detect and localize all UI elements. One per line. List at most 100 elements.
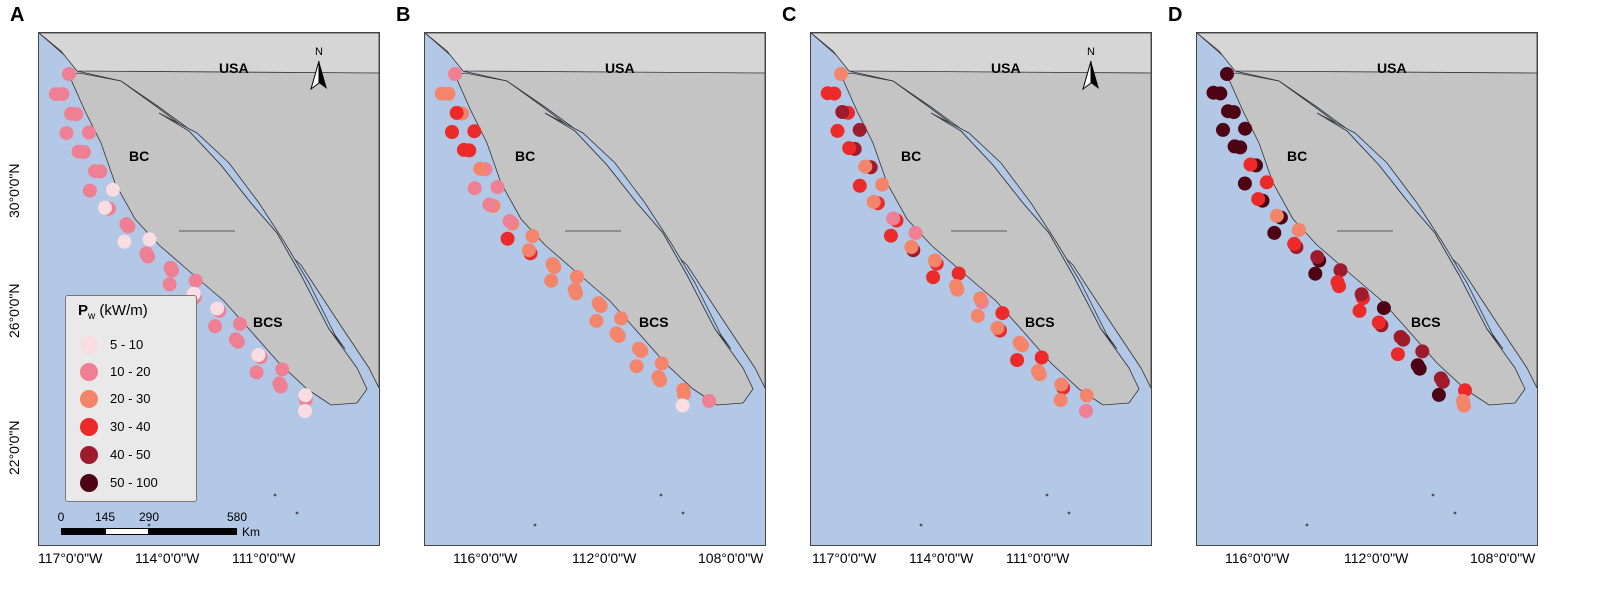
- wave-power-point: [467, 181, 482, 196]
- wave-power-point: [1310, 250, 1325, 265]
- wave-power-point: [1287, 236, 1302, 251]
- scale-bar: 0 145 290 580 Km: [55, 510, 260, 540]
- wave-power-point: [1031, 364, 1045, 379]
- wave-power-point: [1259, 175, 1274, 190]
- lat-tick-22n: 22°0'0"N: [6, 420, 22, 476]
- island-dot: [1067, 511, 1071, 515]
- wave-power-point: [676, 382, 691, 397]
- legend-swatch: [80, 418, 98, 436]
- wave-power-point: [467, 124, 482, 139]
- wave-power-point: [1251, 192, 1266, 207]
- legend-label: 10 - 20: [110, 364, 151, 379]
- wave-power-point: [233, 316, 247, 331]
- wave-power-point: [949, 278, 964, 293]
- usa-shape: [811, 33, 1151, 74]
- legend-title-main: P: [78, 302, 89, 319]
- wave-power-point: [567, 282, 582, 297]
- wave-power-point: [1010, 353, 1025, 368]
- wave-power-point: [434, 86, 449, 101]
- wave-power-point: [842, 141, 857, 156]
- north-arrow-icon: N: [310, 46, 327, 91]
- wave-power-point: [105, 182, 120, 197]
- lon-tick-c-2: 114°0'0"W: [909, 550, 974, 566]
- lon-tick-d-3: 108°0'0"W: [1470, 550, 1536, 566]
- wave-power-point: [1269, 208, 1284, 223]
- panel-letter-b: B: [396, 4, 411, 26]
- scale-label: 0: [57, 510, 65, 524]
- lon-tick-b-2: 112°0'0"W: [572, 550, 637, 566]
- panel-letter-d: D: [1168, 4, 1183, 26]
- wave-power-point: [570, 270, 585, 284]
- legend-item: 40 - 50: [80, 444, 195, 466]
- wave-power-point: [1012, 335, 1027, 350]
- legend-item: 50 - 100: [80, 472, 195, 494]
- lon-tick-a-3: 111°0'0"W: [232, 550, 296, 566]
- wave-power-point: [163, 260, 178, 275]
- wave-power-point: [1221, 104, 1235, 119]
- wave-power-point: [702, 394, 716, 408]
- wave-power-point: [82, 183, 97, 198]
- map-legend: Pw (kW/m) 5 - 10 10 - 20 20 - 30 30 - 40…: [65, 295, 197, 502]
- wave-power-point: [591, 296, 606, 311]
- wave-power-point: [1079, 388, 1094, 403]
- wave-power-point: [62, 67, 76, 81]
- wave-power-point: [835, 105, 850, 119]
- wave-power-point: [883, 228, 898, 243]
- wave-power-point: [1393, 330, 1408, 344]
- wave-power-point: [866, 194, 881, 209]
- island-dot: [1305, 523, 1309, 527]
- wave-power-point: [654, 356, 669, 371]
- wave-power-point: [1376, 301, 1391, 316]
- lon-tick-d-2: 112°0'0"W: [1344, 550, 1409, 566]
- region-label-bcs: BCS: [1025, 314, 1055, 330]
- region-label-bcs: BCS: [639, 314, 669, 330]
- wave-power-point: [1410, 358, 1425, 373]
- wave-power-point: [852, 122, 867, 137]
- wave-power-point: [990, 320, 1005, 335]
- island-dot: [273, 493, 277, 497]
- map-panel-b: USA BC BCS: [424, 32, 766, 546]
- region-label-bcs: BCS: [253, 314, 283, 330]
- island-dot: [919, 523, 923, 527]
- scale-label: 580: [226, 510, 248, 524]
- svg-text:N: N: [315, 46, 323, 58]
- wave-power-point: [81, 125, 96, 140]
- wave-power-point: [298, 388, 313, 403]
- map-canvas: USA BC BCS N: [811, 33, 1151, 545]
- wave-power-point: [521, 243, 536, 258]
- region-label-bcs: BCS: [1411, 314, 1441, 330]
- wave-power-point: [275, 362, 290, 377]
- wave-power-point: [1238, 121, 1253, 136]
- wave-power-point: [1330, 275, 1345, 290]
- legend-swatch: [80, 446, 98, 464]
- wave-power-point: [1079, 404, 1093, 418]
- island-dot: [1453, 511, 1457, 515]
- north-arrow-icon: N: [1082, 46, 1099, 91]
- wave-power-point: [272, 376, 287, 391]
- wave-power-point: [1458, 383, 1472, 398]
- map-canvas: USA BC BCS: [1197, 33, 1537, 545]
- wave-power-point: [1243, 157, 1258, 172]
- wave-power-point: [1034, 350, 1049, 365]
- scale-segment: [61, 528, 105, 535]
- wave-power-point: [482, 197, 497, 212]
- wave-power-point: [614, 311, 629, 326]
- island-dot: [295, 511, 299, 515]
- wave-power-point: [448, 67, 462, 81]
- wave-power-point: [1390, 347, 1405, 362]
- wave-power-point: [210, 301, 225, 316]
- wave-power-point: [473, 161, 488, 176]
- wave-power-point: [71, 144, 86, 159]
- wave-power-point: [1352, 303, 1367, 318]
- legend-label: 30 - 40: [110, 419, 151, 434]
- island-dot: [1045, 493, 1049, 497]
- region-label-bc: BC: [515, 148, 535, 164]
- scale-unit: Km: [242, 525, 260, 539]
- lon-tick-a-1: 117°0'0"W: [38, 550, 103, 566]
- wave-power-point: [1053, 393, 1068, 408]
- legend-label: 5 - 10: [110, 337, 144, 352]
- wave-power-point: [1415, 344, 1430, 359]
- wave-power-point: [1333, 263, 1348, 278]
- wave-power-point: [1291, 223, 1306, 237]
- wave-power-point: [820, 86, 835, 101]
